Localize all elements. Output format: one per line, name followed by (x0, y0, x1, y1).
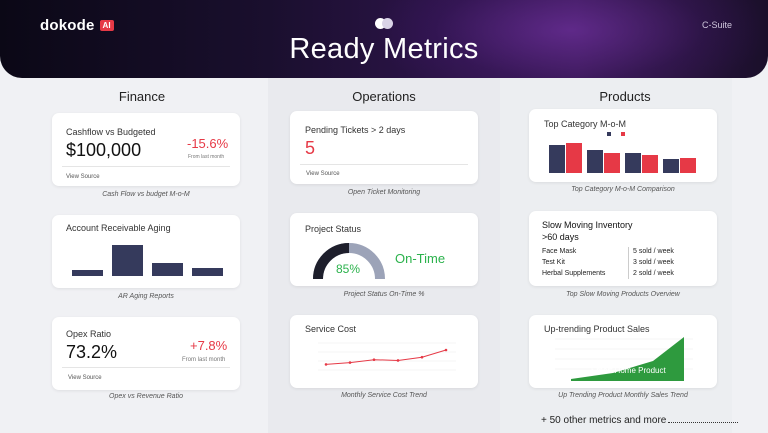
project-status-gauge (313, 243, 385, 280)
service-cost-line (325, 349, 447, 365)
uptrending-chart (555, 337, 693, 381)
top-category-bar (642, 155, 658, 173)
cashflow-title: Cashflow vs Budgeted (66, 127, 156, 137)
service-cost-card[interactable]: Service Cost (290, 315, 478, 388)
inventory-item-qty: 2 sold / week (633, 270, 674, 277)
opex-value: 73.2% (66, 342, 118, 362)
top-category-bar (680, 157, 696, 173)
logo-mark-icon (375, 18, 393, 30)
opex-card[interactable]: Opex Ratio 73.2% +7.8% From last month V… (52, 317, 240, 390)
top-category-legend (607, 132, 625, 136)
hero-banner: dokode AI Ready Metrics C-Suite (0, 0, 768, 78)
ar-aging-caption: AR Aging Reports (118, 293, 174, 300)
service-cost-title: Service Cost (305, 324, 357, 334)
audience-tag: C-Suite (701, 20, 732, 30)
tickets-view-source-link[interactable]: View Source (306, 171, 340, 177)
service-cost-point (420, 355, 424, 359)
top-category-bar (604, 153, 620, 173)
service-cost-caption: Monthly Service Cost Trend (341, 392, 427, 399)
project-status-caption: Project Status On-Time % (343, 291, 425, 298)
top-category-bar (587, 149, 603, 173)
ar-aging-bar (112, 245, 143, 276)
divider (62, 166, 230, 167)
top-category-caption: Top Category M-o-M Comparison (571, 186, 675, 193)
tickets-caption: Open Ticket Monitoring (347, 189, 421, 196)
products-heading: Products (599, 89, 651, 104)
top-category-title: Top Category M-o-M (544, 119, 627, 129)
ar-aging-title: Account Receivable Aging (66, 223, 171, 233)
inventory-item-name: Herbal Supplements (542, 270, 606, 277)
tickets-title: Pending Tickets > 2 days (305, 125, 406, 135)
finance-heading: Finance (118, 89, 166, 104)
service-cost-point (372, 358, 376, 362)
inventory-item-name: Test Kit (542, 259, 565, 266)
ar-aging-bar (72, 270, 103, 276)
top-category-bar (549, 145, 565, 173)
inventory-divider (628, 247, 629, 279)
cashflow-card[interactable]: Cashflow vs Budgeted $100,000 -15.6% Fro… (52, 113, 240, 186)
slow-moving-subtitle: >60 days (542, 232, 579, 242)
service-cost-point (396, 359, 400, 362)
slow-moving-card[interactable]: Slow Moving Inventory >60 days Face Mask… (529, 211, 717, 286)
tickets-value: 5 (305, 138, 316, 158)
service-cost-point (348, 361, 352, 364)
service-cost-point (324, 363, 328, 366)
slow-moving-caption: Top Slow Moving Products Overview (566, 291, 680, 298)
uptrending-series-label: Smart Home Product (591, 366, 666, 375)
cashflow-delta-sub: From last month (188, 154, 225, 160)
project-status-title: Project Status (305, 224, 362, 234)
footer-note: + 50 other metrics and more (541, 415, 667, 426)
project-status-card[interactable]: Project Status 85% On-Time (290, 213, 478, 286)
operations-heading: Operations (352, 89, 416, 104)
project-status-percent: 85% (336, 262, 361, 276)
inventory-item-qty: 5 sold / week (633, 248, 674, 255)
cashflow-value: $100,000 (66, 140, 142, 160)
cashflow-view-source-link[interactable]: View Source (66, 174, 100, 180)
inventory-item-name: Face Mask (542, 248, 577, 255)
opex-delta: +7.8% (190, 338, 228, 353)
opex-title: Opex Ratio (66, 329, 112, 339)
brand-logo[interactable]: dokode AI (40, 17, 114, 34)
hero-glow (380, 0, 760, 78)
top-category-card[interactable]: Top Category M-o-M (529, 109, 717, 182)
service-cost-point (444, 348, 448, 352)
ar-aging-bar (152, 263, 183, 276)
uptrending-card[interactable]: Up-trending Product Sales Smart Home Pro… (529, 315, 717, 388)
page-title: Ready Metrics (289, 33, 479, 65)
ar-aging-card[interactable]: Account Receivable Aging (52, 215, 240, 288)
tickets-card[interactable]: Pending Tickets > 2 days 5 View Source (290, 111, 478, 184)
project-status-label: On-Time (395, 251, 446, 266)
opex-caption: Opex vs Revenue Ratio (109, 393, 183, 400)
ar-aging-bar (192, 268, 223, 276)
top-category-bar (663, 158, 679, 173)
top-category-bar (625, 152, 641, 173)
footer-dots (668, 422, 738, 423)
divider (62, 367, 230, 368)
cashflow-caption: Cash Flow vs budget M-o-M (102, 191, 190, 198)
inventory-item-qty: 3 sold / week (633, 259, 674, 266)
cashflow-delta: -15.6% (187, 136, 229, 151)
opex-view-source-link[interactable]: View Source (68, 375, 102, 381)
top-category-bar (566, 143, 582, 173)
service-cost-chart (318, 342, 456, 371)
divider (300, 164, 468, 165)
uptrending-title: Up-trending Product Sales (544, 324, 650, 334)
slow-moving-title: Slow Moving Inventory (542, 220, 633, 230)
brand-ai-badge: AI (99, 20, 114, 31)
brand-name: dokode (40, 17, 95, 34)
uptrending-caption: Up Trending Product Monthly Sales Trend (558, 392, 688, 399)
opex-delta-sub: From last month (182, 357, 226, 363)
